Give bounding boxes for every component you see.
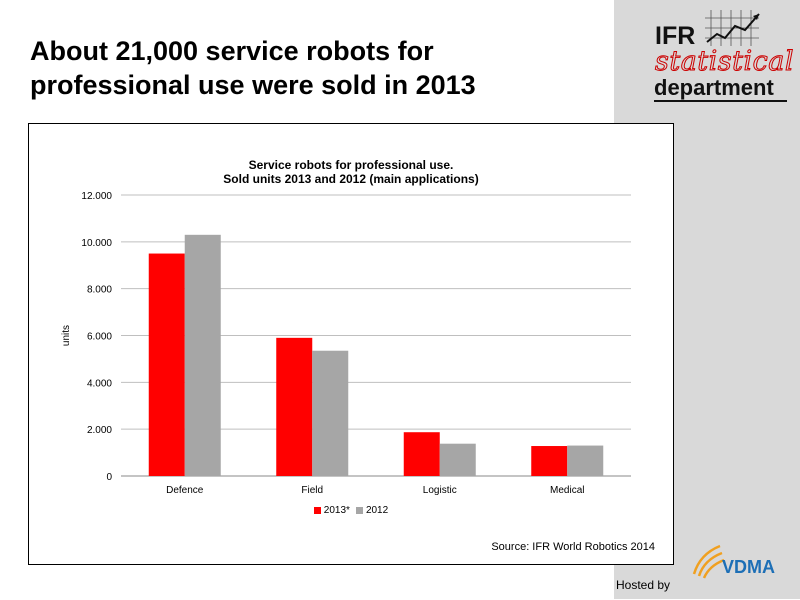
vdma-arcs-icon xyxy=(692,544,725,579)
bar-medical-2013 xyxy=(531,446,568,476)
logo-statistical: statistical xyxy=(655,46,794,78)
bar-logistic-2012 xyxy=(439,443,476,476)
chart-container: Service robots for professional use. Sol… xyxy=(28,123,674,565)
chart-legend: 2013* 2012 xyxy=(29,505,673,517)
y-tick-label: 2.000 xyxy=(87,425,112,436)
logo-grid-icon xyxy=(705,10,760,46)
legend-item: 2012 xyxy=(355,505,389,516)
y-tick-label: 0 xyxy=(106,472,112,483)
x-tick-label: Logistic xyxy=(423,485,457,496)
legend-label: 2013* xyxy=(323,505,350,516)
y-tick-label: 12.000 xyxy=(81,191,112,202)
vdma-logo: VDMA xyxy=(690,540,790,580)
ifr-logo: IFR statistical department xyxy=(645,8,795,103)
legend-swatch xyxy=(313,507,321,514)
source-note: Source: IFR World Robotics 2014 xyxy=(491,541,655,553)
chart-title-line1: Service robots for professional use. xyxy=(248,158,454,172)
bar-defence-2013 xyxy=(148,253,185,476)
x-tick-label: Field xyxy=(301,485,323,496)
x-tick-label: Defence xyxy=(166,485,204,496)
logo-department: department xyxy=(654,75,774,100)
logo-underline xyxy=(654,100,787,102)
vdma-text: VDMA xyxy=(722,557,775,577)
y-tick-label: 6.000 xyxy=(87,332,112,343)
chart-title-line2: Sold units 2013 and 2012 (main applicati… xyxy=(223,172,479,186)
slide-title: About 21,000 service robots for professi… xyxy=(30,34,600,102)
slide-title-line2: professional use were sold in 2013 xyxy=(30,70,476,100)
bar-chart: 0 2.000 4.000 6.000 8.000 10.000 12.000 units De… xyxy=(61,191,631,496)
bar-field-2013 xyxy=(276,337,313,476)
y-tick-label: 10.000 xyxy=(81,238,112,249)
slide-title-line1: About 21,000 service robots for xyxy=(30,36,434,66)
logo-ifr: IFR xyxy=(655,22,696,50)
bar-defence-2012 xyxy=(184,234,221,476)
y-tick-label: 4.000 xyxy=(87,378,112,389)
legend-label: 2012 xyxy=(365,505,389,516)
bar-field-2012 xyxy=(312,350,349,476)
y-tick-label: 8.000 xyxy=(87,285,112,296)
legend-swatch xyxy=(355,507,363,514)
bar-medical-2012 xyxy=(567,445,604,476)
hosted-by: Hosted by xyxy=(616,578,671,592)
x-tick-label: Medical xyxy=(550,485,584,496)
legend-item: 2013* xyxy=(313,505,350,516)
bar-logistic-2013 xyxy=(403,432,440,476)
y-axis-label: units xyxy=(61,325,72,346)
